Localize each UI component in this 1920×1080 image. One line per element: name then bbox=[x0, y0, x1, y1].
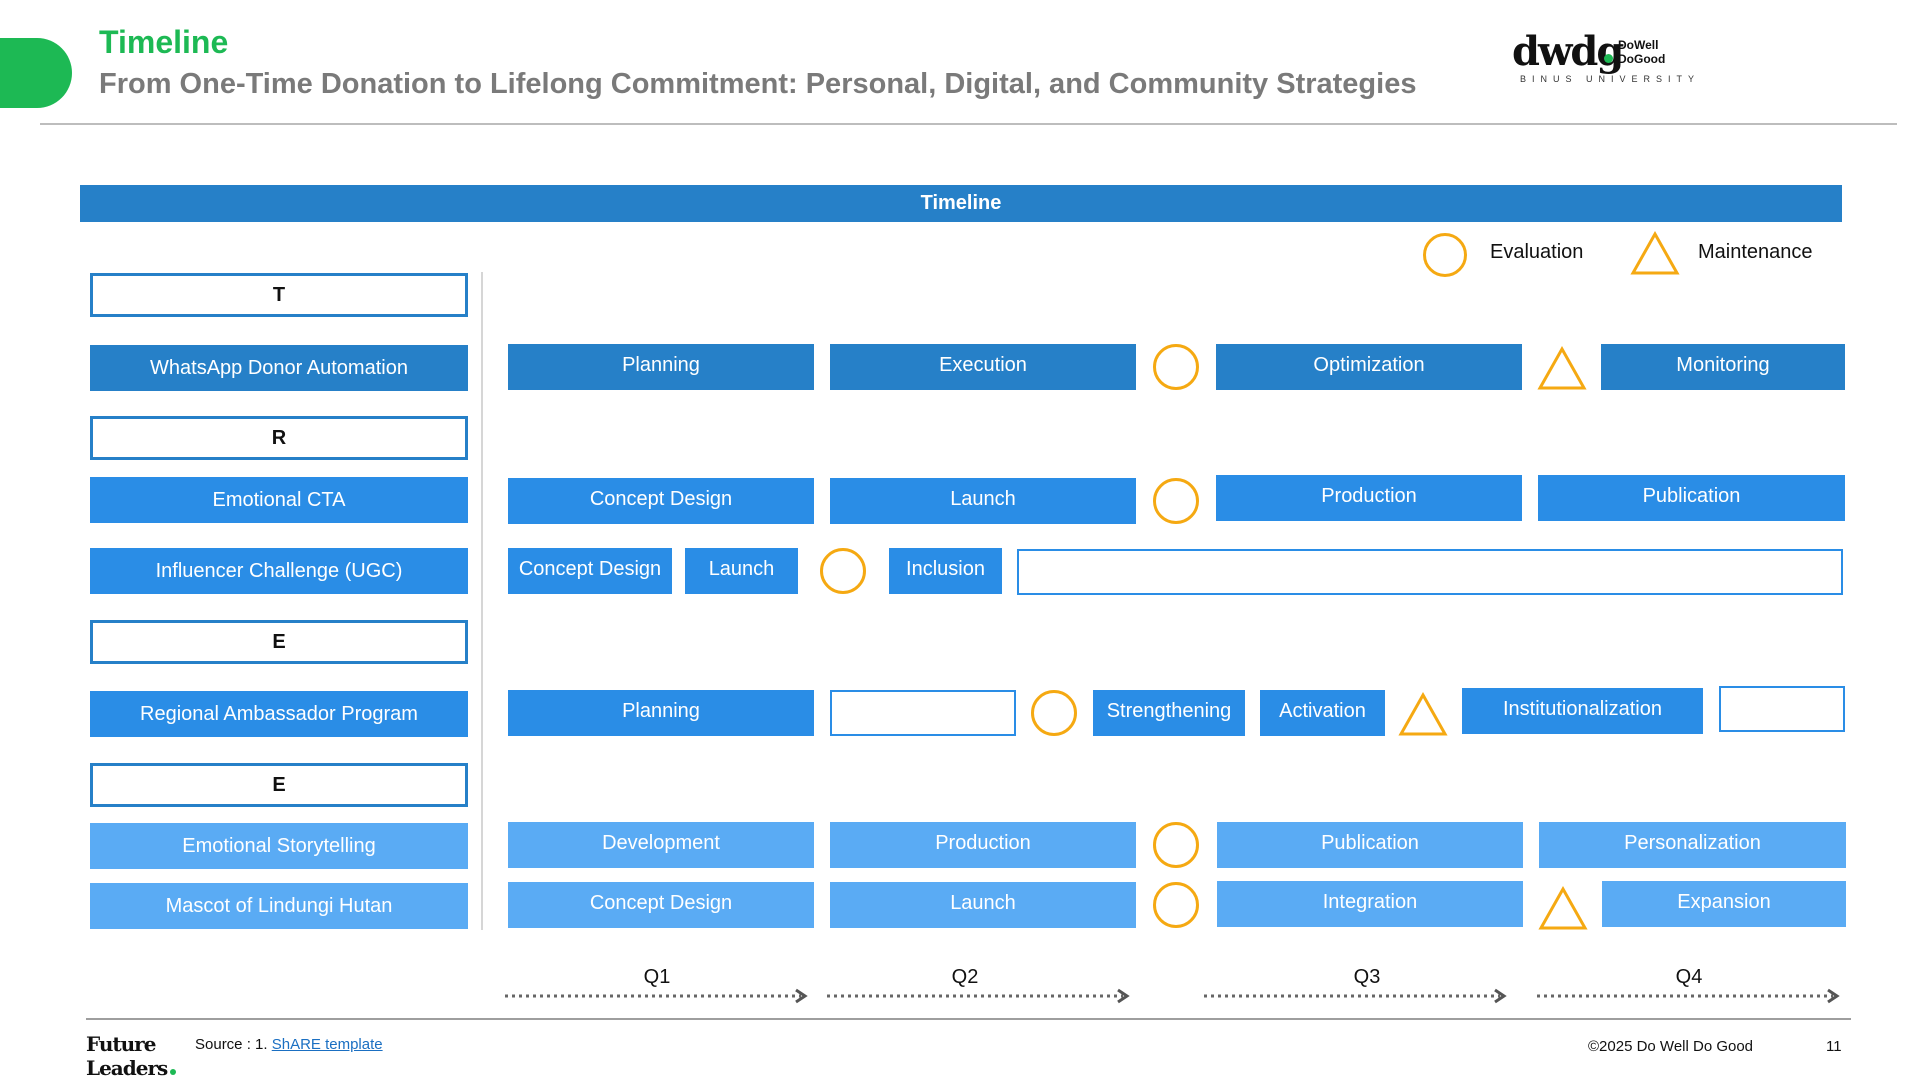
task-bar: Publication bbox=[1217, 822, 1523, 868]
quarter-label-q3: Q3 bbox=[1353, 966, 1381, 988]
header-accent-tab bbox=[0, 38, 72, 108]
task-bar: Integration bbox=[1217, 881, 1523, 927]
logo-name-line2: DoGood bbox=[1618, 52, 1666, 66]
row-label-ambassador: Regional Ambassador Program bbox=[90, 691, 468, 737]
task-bar: Planning bbox=[508, 690, 814, 736]
empty-task-slot bbox=[1017, 549, 1843, 595]
future-leaders-line1: Future bbox=[86, 1032, 156, 1056]
quarter-arrow-q2 bbox=[827, 988, 1130, 1004]
task-bar: Launch bbox=[830, 882, 1136, 928]
task-bar: Inclusion bbox=[889, 548, 1002, 594]
task-bar: Concept Design bbox=[508, 478, 814, 524]
task-bar: Production bbox=[830, 822, 1136, 868]
task-bar: Strengthening bbox=[1093, 690, 1245, 736]
task-bar: Planning bbox=[508, 344, 814, 390]
task-bar: Concept Design bbox=[508, 882, 814, 928]
task-bar: Institutionalization bbox=[1462, 688, 1703, 734]
task-bar: Launch bbox=[685, 548, 798, 594]
logo-name: DoWell DoGood bbox=[1618, 38, 1665, 66]
maintenance-triangle-icon bbox=[1538, 885, 1588, 930]
empty-task-slot bbox=[1719, 686, 1845, 732]
row-label-storytelling: Emotional Storytelling bbox=[90, 823, 468, 869]
timeline-banner: Timeline bbox=[80, 185, 1842, 222]
future-leaders-line2: Leaders bbox=[86, 1056, 168, 1080]
empty-task-slot bbox=[830, 690, 1016, 736]
task-bar: Monitoring bbox=[1601, 344, 1845, 390]
quarter-arrow-q1 bbox=[505, 988, 808, 1004]
task-bar: Launch bbox=[830, 478, 1136, 524]
row-label-influencer: Influencer Challenge (UGC) bbox=[90, 548, 468, 594]
legend-maintenance-label: Maintenance bbox=[1698, 241, 1813, 263]
legend-triangle-icon bbox=[1630, 230, 1680, 275]
task-bar: Expansion bbox=[1602, 881, 1846, 927]
page-subtitle: From One-Time Donation to Lifelong Commi… bbox=[99, 68, 1417, 100]
task-bar: Production bbox=[1216, 475, 1522, 521]
logo-dot bbox=[1604, 54, 1613, 63]
page-title: Timeline bbox=[99, 24, 229, 60]
quarter-arrow-q4 bbox=[1537, 988, 1840, 1004]
logo-university: BINUS UNIVERSITY bbox=[1520, 74, 1701, 84]
header-divider bbox=[40, 123, 1897, 125]
quarter-label-q4: Q4 bbox=[1675, 966, 1703, 988]
future-leaders-logo: Future Leaders bbox=[86, 1032, 177, 1080]
task-bar: Optimization bbox=[1216, 344, 1522, 390]
footer-divider bbox=[86, 1018, 1851, 1020]
legend-circle-icon bbox=[1423, 233, 1467, 277]
maintenance-triangle-icon bbox=[1398, 691, 1448, 736]
maintenance-triangle-icon bbox=[1537, 345, 1587, 390]
task-bar: Execution bbox=[830, 344, 1136, 390]
evaluation-circle-icon bbox=[1153, 882, 1199, 928]
section-label-e2: E bbox=[90, 763, 468, 807]
section-label-e1: E bbox=[90, 620, 468, 664]
row-label-emotional-cta: Emotional CTA bbox=[90, 477, 468, 523]
task-bar: Publication bbox=[1538, 475, 1845, 521]
evaluation-circle-icon bbox=[1153, 822, 1199, 868]
row-label-whatsapp: WhatsApp Donor Automation bbox=[90, 345, 468, 391]
task-bar: Activation bbox=[1260, 690, 1385, 736]
task-bar: Concept Design bbox=[508, 548, 672, 594]
copyright: ©2025 Do Well Do Good bbox=[1588, 1038, 1754, 1055]
section-label-t: T bbox=[90, 273, 468, 317]
quarter-label-q1: Q1 bbox=[643, 966, 671, 988]
evaluation-circle-icon bbox=[1031, 690, 1077, 736]
task-bar: Personalization bbox=[1539, 822, 1846, 868]
logo-mark: dwdg bbox=[1512, 28, 1624, 75]
logo-name-line1: DoWell bbox=[1618, 38, 1659, 52]
column-divider bbox=[481, 272, 483, 930]
row-label-mascot: Mascot of Lindungi Hutan bbox=[90, 883, 468, 929]
source-link[interactable]: ShARE template bbox=[271, 1036, 383, 1053]
evaluation-circle-icon bbox=[1153, 478, 1199, 524]
legend-evaluation-label: Evaluation bbox=[1490, 241, 1584, 263]
page-number: 11 bbox=[1826, 1038, 1842, 1055]
task-bar: Development bbox=[508, 822, 814, 868]
source-note: Source : 1. ShARE template bbox=[195, 1036, 383, 1053]
source-prefix: Source : 1. bbox=[195, 1036, 272, 1053]
dwdg-logo: dwdg DoWell DoGood BINUS UNIVERSITY bbox=[1512, 28, 1694, 90]
future-leaders-dot bbox=[170, 1069, 177, 1075]
quarter-arrow-q3 bbox=[1204, 988, 1507, 1004]
quarter-label-q2: Q2 bbox=[951, 966, 979, 988]
evaluation-circle-icon bbox=[820, 548, 866, 594]
section-label-r: R bbox=[90, 416, 468, 460]
evaluation-circle-icon bbox=[1153, 344, 1199, 390]
